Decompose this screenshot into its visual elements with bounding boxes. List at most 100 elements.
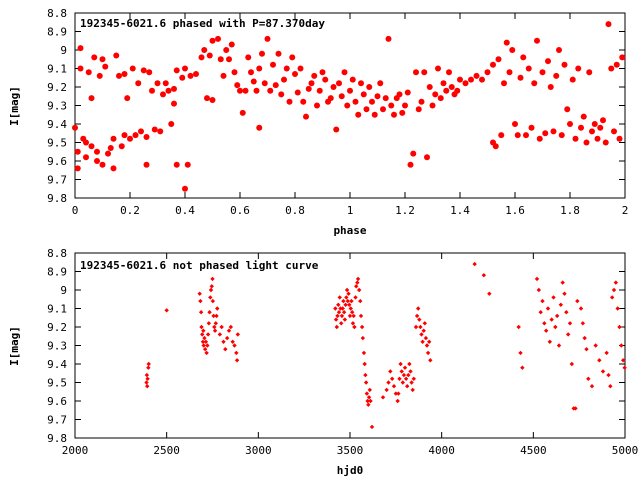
unphased-data-point — [389, 376, 395, 381]
phased-data-point — [382, 95, 389, 102]
unphased-data-point — [201, 343, 206, 348]
unphased-data-point — [202, 347, 208, 352]
phased-data-point — [193, 71, 199, 78]
phased-data-point — [83, 154, 89, 161]
unphased-data-point — [384, 387, 389, 393]
phased-data-point — [385, 35, 392, 42]
unphased-data-point — [205, 332, 211, 337]
unphased-data-point — [347, 313, 353, 319]
phased-data-point — [503, 39, 510, 46]
unphased-data-point — [363, 380, 369, 385]
phased-data-point — [217, 56, 224, 63]
unphased-data-point — [516, 324, 521, 330]
phased-ytick-label: 9.3 — [47, 100, 67, 113]
phased-data-point — [440, 80, 447, 87]
unphased-data-point — [543, 328, 549, 333]
phased-data-point — [424, 154, 430, 161]
phased-data-point — [297, 65, 304, 72]
phased-data-point — [415, 106, 422, 113]
unphased-data-point — [343, 302, 348, 307]
phased-data-point — [165, 87, 172, 94]
unphased-data-point — [391, 384, 397, 389]
unphased-data-point — [547, 339, 553, 344]
unphased-data-point — [200, 339, 206, 344]
unphased-data-point — [600, 369, 606, 374]
phased-data-point — [270, 61, 276, 68]
phased-data-point — [520, 54, 527, 61]
unphased-data-point — [210, 276, 215, 282]
unphased-xtick-label: 4000 — [428, 444, 455, 457]
phased-chart-xlabel: phase — [333, 224, 366, 237]
unphased-data-point — [354, 284, 359, 289]
phased-data-point — [173, 67, 180, 74]
phased-data-point — [226, 56, 232, 63]
phased-data-point — [391, 111, 397, 118]
unphased-data-point — [620, 358, 626, 363]
phased-data-point — [322, 76, 329, 83]
phased-data-point — [107, 145, 114, 152]
phased-ytick-label: 9.7 — [47, 174, 67, 187]
phased-data-point — [77, 45, 84, 52]
unphased-data-point — [414, 313, 420, 319]
unphased-data-point — [358, 313, 364, 319]
phased-data-point — [561, 61, 568, 68]
phased-chart-ylabel: I[mag] — [8, 86, 21, 126]
phased-data-point — [206, 52, 213, 59]
phased-data-point — [311, 72, 318, 79]
phased-data-point — [278, 91, 285, 98]
unphased-ytick-label: 9.4 — [47, 358, 67, 371]
phased-data-point — [256, 65, 263, 72]
phased-ytick-label: 9.6 — [47, 155, 67, 168]
unphased-data-point — [405, 384, 410, 389]
phased-data-point — [173, 161, 180, 168]
unphased-data-point — [205, 343, 210, 348]
unphased-data-point — [582, 335, 587, 341]
phased-data-point — [223, 47, 230, 53]
phased-data-point — [580, 113, 587, 120]
unphased-data-point — [197, 291, 202, 296]
unphased-data-point — [560, 280, 565, 285]
unphased-data-point — [554, 313, 560, 319]
phased-data-point — [160, 91, 166, 98]
unphased-data-point — [368, 398, 373, 404]
phased-data-point — [396, 91, 403, 98]
unphased-data-point — [611, 287, 617, 293]
phased-data-point — [88, 143, 95, 150]
phased-ytick-label: 9.4 — [47, 118, 67, 131]
unphased-data-point — [361, 350, 367, 356]
phased-data-point — [272, 82, 279, 89]
phased-data-point — [215, 35, 221, 42]
unphased-data-point — [358, 298, 363, 304]
unphased-xtick-label: 3000 — [245, 444, 272, 457]
unphased-data-point — [211, 313, 216, 319]
unphased-ytick-label: 8.8 — [47, 247, 67, 260]
phased-data-point — [88, 95, 95, 102]
unphased-data-point — [580, 321, 586, 326]
unphased-data-point — [558, 302, 564, 307]
unphased-data-point — [355, 280, 360, 285]
phased-data-point — [316, 87, 323, 94]
phased-data-point — [575, 65, 582, 72]
phased-data-point — [105, 150, 111, 157]
phased-data-point — [110, 135, 117, 142]
phased-data-point — [600, 117, 606, 124]
phased-data-point — [314, 102, 320, 109]
phased-data-point — [564, 106, 571, 113]
phased-data-point — [473, 72, 480, 79]
phased-data-point — [267, 87, 274, 94]
unphased-ytick-label: 9.6 — [47, 395, 67, 408]
phased-data-point — [399, 109, 406, 116]
unphased-ytick-label: 9.2 — [47, 321, 67, 334]
phased-data-point — [517, 74, 524, 81]
unphased-data-point — [540, 298, 545, 304]
unphased-data-point — [352, 324, 357, 330]
phased-data-point — [135, 80, 142, 87]
phased-data-point — [330, 84, 337, 90]
unphased-data-point — [340, 306, 345, 311]
phased-data-point — [534, 37, 540, 44]
phased-data-point — [96, 72, 103, 79]
phased-xtick-label: 1.8 — [560, 204, 580, 217]
unphased-data-point — [393, 391, 399, 396]
unphased-ytick-label: 9 — [60, 284, 67, 297]
unphased-data-point — [575, 298, 580, 304]
